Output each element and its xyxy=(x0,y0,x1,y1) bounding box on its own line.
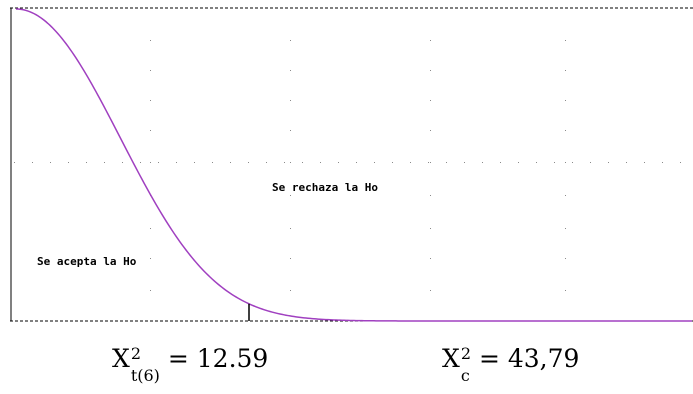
grid-dot xyxy=(565,162,566,163)
grid-dot xyxy=(554,162,555,163)
grid-dot xyxy=(356,162,357,163)
grid-dot xyxy=(565,70,566,71)
grid-dot xyxy=(150,290,151,291)
density-curve xyxy=(15,8,692,322)
grid-dot xyxy=(430,195,431,196)
grid-dot xyxy=(482,162,483,163)
grid-dot xyxy=(536,162,537,163)
grid-dot xyxy=(430,258,431,259)
grid-dot xyxy=(290,228,291,229)
grid-dots xyxy=(14,40,681,291)
grid-dot xyxy=(150,100,151,101)
grid-dot xyxy=(14,162,15,163)
grid-dot xyxy=(644,162,645,163)
grid-dot xyxy=(430,290,431,291)
grid-dot xyxy=(158,162,159,163)
grid-dot xyxy=(290,290,291,291)
grid-dot xyxy=(290,70,291,71)
grid-dot xyxy=(302,162,303,163)
grid-dot xyxy=(626,162,627,163)
formula-equals: = xyxy=(167,344,189,373)
grid-dot xyxy=(150,40,151,41)
grid-dot xyxy=(150,70,151,71)
grid-dot xyxy=(565,228,566,229)
critical-value-formula: X 2 t(6) = 12.59 xyxy=(112,346,268,386)
grid-dot xyxy=(320,162,321,163)
grid-dot xyxy=(430,40,431,41)
grid-dot xyxy=(565,290,566,291)
grid-dot xyxy=(428,162,429,163)
grid-dot xyxy=(140,162,141,163)
grid-dot xyxy=(212,162,213,163)
grid-dot xyxy=(266,162,267,163)
formula-superscript: 2 xyxy=(130,344,141,363)
grid-dot xyxy=(500,162,501,163)
grid-dot xyxy=(565,258,566,259)
grid-dot xyxy=(176,162,177,163)
grid-dot xyxy=(32,162,33,163)
grid-dot xyxy=(565,130,566,131)
grid-dot xyxy=(338,162,339,163)
grid-dot xyxy=(430,130,431,131)
grid-dot xyxy=(446,162,447,163)
grid-dot xyxy=(290,162,291,163)
grid-dot xyxy=(290,130,291,131)
grid-dot xyxy=(290,40,291,41)
grid-dot xyxy=(430,70,431,71)
critical-value: 12.59 xyxy=(196,344,269,373)
grid-dot xyxy=(230,162,231,163)
formula-symbol: X xyxy=(112,344,130,373)
accept-region-label: Se acepta la Ho xyxy=(37,255,137,268)
calculated-value: 43,79 xyxy=(507,344,580,373)
grid-dot xyxy=(410,162,411,163)
grid-dot xyxy=(464,162,465,163)
grid-dot xyxy=(430,100,431,101)
grid-dot xyxy=(248,162,249,163)
grid-dot xyxy=(150,130,151,131)
reject-region-label: Se rechaza la Ho xyxy=(272,181,378,194)
grid-dot xyxy=(50,162,51,163)
grid-dot xyxy=(518,162,519,163)
grid-dot xyxy=(284,162,285,163)
grid-dot xyxy=(572,162,573,163)
grid-dot xyxy=(374,162,375,163)
formula-subscript: t(6) xyxy=(130,366,160,385)
grid-dot xyxy=(150,162,151,163)
grid-dot xyxy=(680,162,681,163)
grid-dot xyxy=(565,40,566,41)
grid-dot xyxy=(68,162,69,163)
grid-dot xyxy=(590,162,591,163)
grid-dot xyxy=(194,162,195,163)
grid-dot xyxy=(565,100,566,101)
grid-dot xyxy=(104,162,105,163)
grid-dot xyxy=(150,228,151,229)
formula-subscript: c xyxy=(460,366,470,385)
grid-dot xyxy=(290,258,291,259)
grid-dot xyxy=(290,195,291,196)
grid-dot xyxy=(290,100,291,101)
formula-equals: = xyxy=(478,344,500,373)
grid-dot xyxy=(122,162,123,163)
grid-dot xyxy=(392,162,393,163)
grid-dot xyxy=(86,162,87,163)
grid-dot xyxy=(565,195,566,196)
grid-dot xyxy=(150,258,151,259)
grid-dot xyxy=(430,228,431,229)
formula-symbol: X xyxy=(442,344,460,373)
grid-dot xyxy=(430,162,431,163)
formula-superscript: 2 xyxy=(460,344,471,363)
grid-dot xyxy=(662,162,663,163)
grid-dot xyxy=(608,162,609,163)
